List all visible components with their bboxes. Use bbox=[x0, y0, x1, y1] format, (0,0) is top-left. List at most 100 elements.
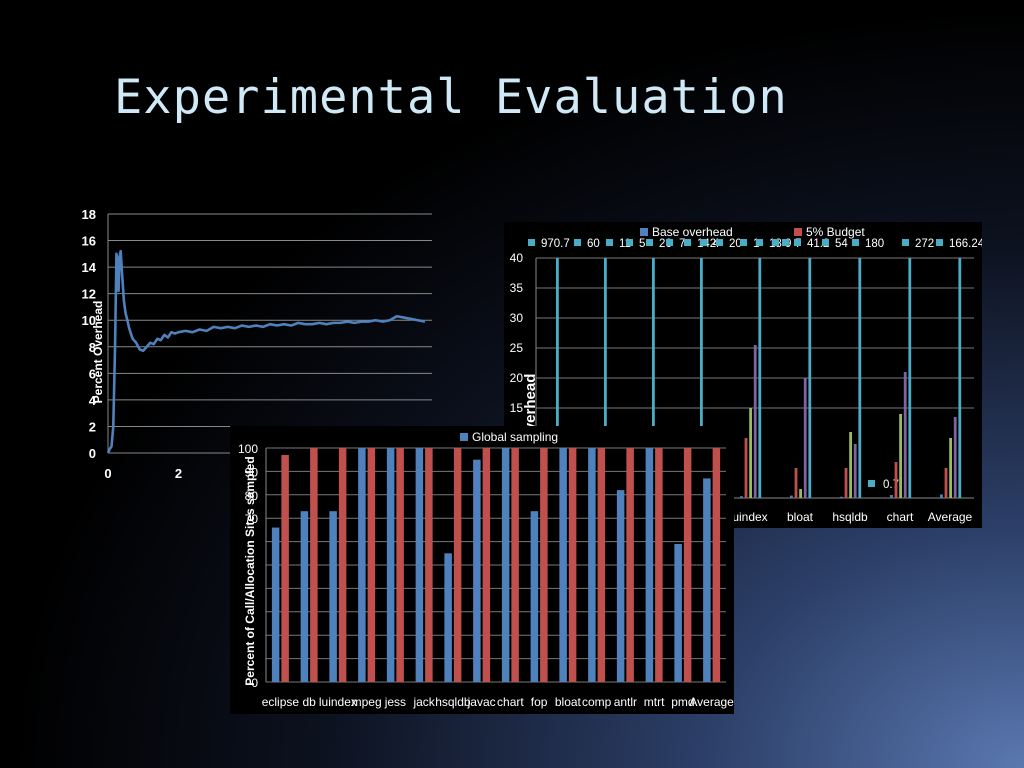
callout-marker bbox=[684, 239, 691, 246]
bar bbox=[683, 448, 692, 682]
bar bbox=[338, 448, 347, 682]
x-tick-label: bloat bbox=[555, 695, 582, 709]
x-tick-label: 2 bbox=[175, 466, 182, 481]
bar bbox=[540, 448, 548, 682]
callout-marker bbox=[626, 239, 633, 246]
legend-swatch bbox=[460, 433, 468, 441]
x-tick-label: chart bbox=[887, 510, 914, 524]
bar bbox=[556, 258, 559, 498]
bar bbox=[794, 468, 798, 498]
bar bbox=[482, 448, 491, 682]
y-tick-label: 16 bbox=[82, 234, 96, 249]
y-axis-label: overhead bbox=[522, 374, 539, 441]
bar bbox=[367, 448, 376, 682]
bar bbox=[616, 490, 625, 682]
callout-marker bbox=[782, 239, 789, 246]
bar bbox=[899, 414, 902, 498]
bar bbox=[501, 448, 510, 682]
bar bbox=[329, 511, 337, 682]
callout-marker bbox=[902, 239, 909, 246]
overhead-series-line bbox=[106, 249, 426, 454]
x-tick-label: bloat bbox=[787, 510, 814, 524]
callout-label: 11 bbox=[619, 238, 631, 250]
bar bbox=[953, 417, 957, 498]
bar bbox=[588, 448, 596, 682]
bar bbox=[908, 258, 912, 498]
callout-marker bbox=[700, 239, 707, 246]
y-tick-label: 90 bbox=[245, 465, 259, 479]
legend-label: Global sampling bbox=[472, 430, 558, 444]
legend-label: 5% Budget bbox=[806, 225, 865, 239]
bar bbox=[958, 258, 962, 498]
bar bbox=[604, 258, 607, 498]
bar bbox=[652, 258, 655, 498]
legend-swatch bbox=[794, 228, 802, 236]
callout-marker bbox=[574, 239, 581, 246]
bar bbox=[473, 459, 481, 682]
callout-marker bbox=[606, 239, 613, 246]
bar bbox=[271, 527, 280, 682]
callout-marker bbox=[794, 239, 801, 246]
y-tick-label: 100 bbox=[238, 442, 258, 456]
x-tick-label: db bbox=[302, 695, 316, 709]
y-tick-label: 8 bbox=[89, 340, 96, 355]
bar bbox=[903, 372, 907, 498]
callout-marker bbox=[740, 239, 747, 246]
bar bbox=[940, 494, 943, 498]
y-tick-label: 20 bbox=[510, 371, 524, 385]
callout-marker bbox=[822, 239, 829, 246]
bar bbox=[597, 448, 606, 682]
bar bbox=[744, 438, 748, 498]
y-tick-label: 80 bbox=[245, 489, 259, 503]
callout-marker bbox=[716, 239, 723, 246]
y-tick-label: 25 bbox=[510, 341, 524, 355]
callout-marker bbox=[528, 239, 535, 246]
legend-label: Base overhead bbox=[652, 225, 733, 239]
bar bbox=[281, 455, 289, 682]
callout-label: 54 bbox=[835, 238, 848, 250]
callout-marker bbox=[646, 239, 653, 246]
x-tick-label: eclipse bbox=[262, 695, 300, 709]
bar bbox=[758, 258, 762, 498]
bar bbox=[674, 543, 682, 682]
y-tick-label: 35 bbox=[510, 281, 524, 295]
x-tick-label: antlr bbox=[614, 695, 637, 709]
bar bbox=[740, 496, 743, 498]
bar bbox=[799, 489, 802, 498]
x-tick-label: mpeg bbox=[352, 695, 382, 709]
bar bbox=[840, 496, 843, 498]
bar bbox=[700, 258, 703, 498]
x-tick-label: Average bbox=[689, 695, 734, 709]
x-tick-label: Average bbox=[928, 510, 973, 524]
y-tick-label: 30 bbox=[510, 311, 524, 325]
bar bbox=[425, 448, 433, 682]
x-tick-label: jack bbox=[412, 695, 435, 709]
x-tick-label: 0 bbox=[104, 466, 111, 481]
callout-marker bbox=[868, 480, 875, 487]
bar bbox=[803, 378, 807, 498]
callout-label: 20 bbox=[729, 238, 742, 250]
x-tick-label: uindex bbox=[732, 510, 767, 524]
y-tick-label: 14 bbox=[82, 260, 97, 275]
bar bbox=[386, 448, 395, 682]
overhead-line-chart: 0 2 4 6 8 10 12 14 16 18 0 2 Percent Overhead bbox=[82, 207, 432, 481]
bar bbox=[853, 444, 857, 498]
callout-marker bbox=[936, 239, 943, 246]
x-tick-label: chart bbox=[497, 695, 524, 709]
bar bbox=[949, 438, 952, 498]
y-tick-label: 2 bbox=[89, 419, 96, 434]
x-tick-label: jess bbox=[384, 695, 406, 709]
y-tick-label: 0 bbox=[251, 676, 258, 690]
bar bbox=[790, 495, 793, 498]
y-tick-label: 40 bbox=[510, 251, 524, 265]
bar bbox=[530, 511, 539, 682]
y-tick-label: 4 bbox=[89, 393, 97, 408]
bar bbox=[396, 448, 404, 682]
callout-label: 166.24 bbox=[949, 238, 982, 250]
x-tick-label: pmd bbox=[671, 695, 694, 709]
bar bbox=[444, 553, 452, 682]
y-axis-label: Percent of Call/Allocation Sites sampled bbox=[243, 456, 257, 685]
callout-label: 5 bbox=[639, 238, 645, 250]
y-axis-label: Percent Overhead bbox=[91, 301, 105, 404]
bar bbox=[559, 448, 567, 682]
